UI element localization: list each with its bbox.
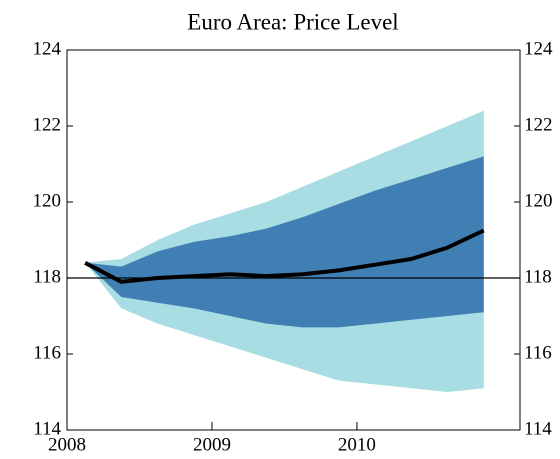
y-tick-label: 118: [33, 266, 61, 287]
y-tick-label: 114: [33, 418, 61, 439]
x-tick-label: 2009: [193, 434, 231, 455]
y-tick-label: 120: [33, 190, 62, 211]
y-tick-label: 116: [33, 342, 61, 363]
x-tick-label: 2010: [338, 434, 376, 455]
center-line: [84, 228, 485, 284]
y2-tick-label: 118: [524, 266, 552, 287]
chart-title: Euro Area: Price Level: [187, 9, 398, 34]
y-tick-label: 124: [33, 38, 62, 59]
x-tick-label: 2008: [48, 434, 86, 455]
y2-tick-label: 116: [524, 342, 552, 363]
y-tick-label: 122: [33, 114, 62, 135]
fan-band: [85, 156, 484, 328]
y2-tick-label: 124: [524, 38, 553, 59]
y2-tick-label: 114: [524, 418, 552, 439]
plot-frame: [66, 49, 521, 431]
y2-tick-label: 122: [524, 114, 553, 135]
y2-tick-label: 120: [524, 190, 553, 211]
